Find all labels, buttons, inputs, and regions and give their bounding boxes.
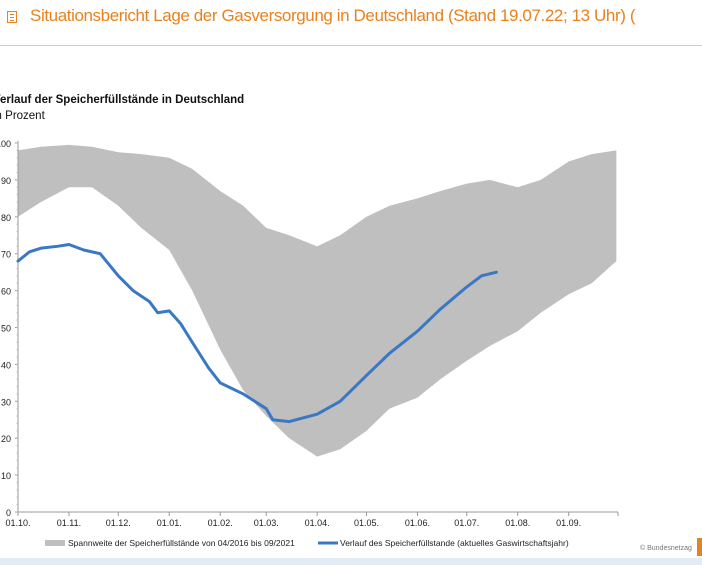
orange-marker <box>697 538 702 556</box>
chart-subtitle: in Prozent <box>0 110 45 122</box>
x-tick-label: 01.06. <box>405 518 430 528</box>
document-list-icon[interactable] <box>7 11 17 23</box>
x-tick-label: 01.08. <box>505 518 530 528</box>
x-tick-label: 01.03. <box>254 518 279 528</box>
y-tick-label: 10 <box>1 471 11 481</box>
y-tick-label: 90 <box>1 176 11 186</box>
y-tick-label: 0 <box>6 508 11 518</box>
x-tick-label: 01.01. <box>157 518 182 528</box>
x-tick-label: 01.12. <box>106 518 131 528</box>
y-tick-label: 100 <box>0 139 11 149</box>
y-tick-label: 80 <box>1 213 11 223</box>
x-tick-label: 01.05. <box>354 518 379 528</box>
y-tick-label: 70 <box>1 250 11 260</box>
y-tick-label: 30 <box>1 397 11 407</box>
x-tick-label: 01.10. <box>5 518 30 528</box>
legend-label-band: Spannweite der Speicherfüllstände von 04… <box>68 538 295 548</box>
legend-swatch-band <box>45 540 65 546</box>
copyright: © Bundesnetzag <box>640 545 692 552</box>
y-tick-label: 40 <box>1 360 11 370</box>
legend-label-line: Verlauf des Speicherfüllstande (aktuelle… <box>340 538 569 548</box>
chart-title: Verlauf der Speicherfüllstände in Deutsc… <box>0 94 245 106</box>
page-header: Situationsbericht Lage der Gasversorgung… <box>0 0 702 46</box>
range-band <box>18 144 617 457</box>
x-tick-label: 01.02. <box>208 518 233 528</box>
bottom-bar <box>0 558 702 565</box>
y-tick-label: 20 <box>1 434 11 444</box>
y-tick-label: 60 <box>1 287 11 297</box>
x-tick-label: 01.04. <box>305 518 330 528</box>
page-title[interactable]: Situationsbericht Lage der Gasversorgung… <box>30 6 636 25</box>
x-tick-label: 01.11. <box>57 518 81 528</box>
y-tick-label: 50 <box>1 324 11 334</box>
x-tick-label: 01.09. <box>556 518 581 528</box>
x-tick-label: 01.07. <box>454 518 479 528</box>
